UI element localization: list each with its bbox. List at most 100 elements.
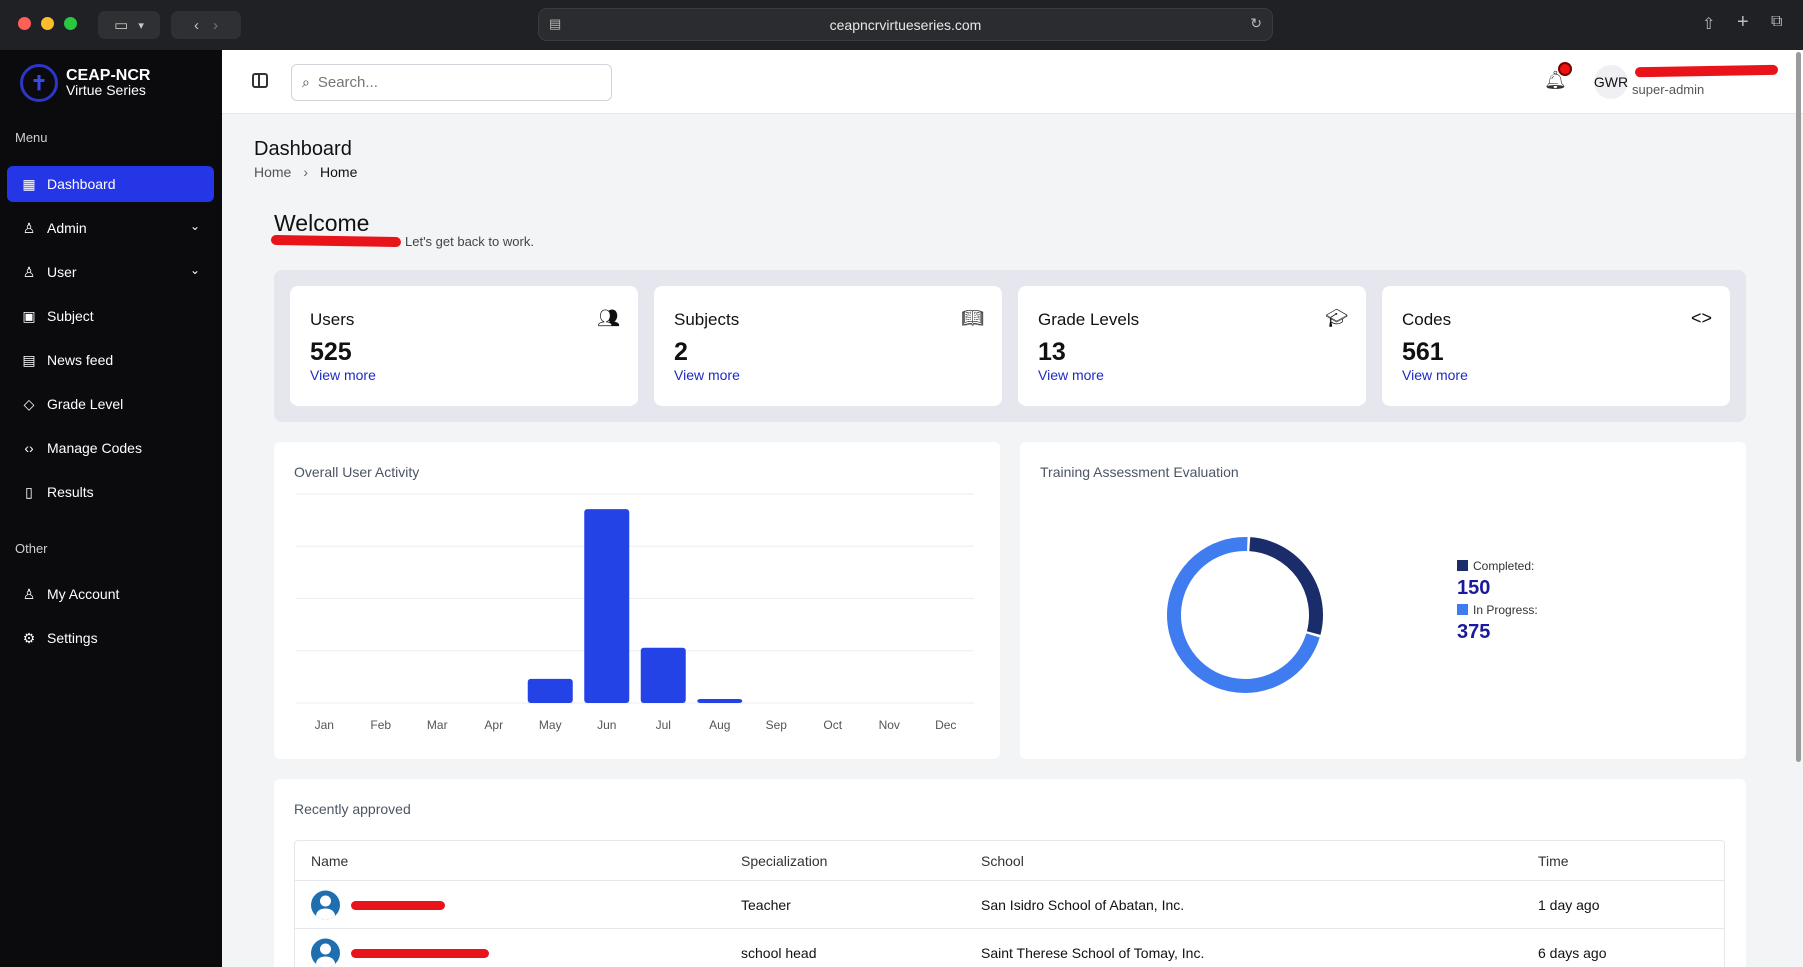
chevron-right-icon: › [303,164,309,180]
chevron-down-icon: ⌄ [189,263,200,277]
donut-slice-in-progress[interactable] [1167,537,1320,693]
dashboard-icon: ▦ [22,175,36,192]
bar-may[interactable] [527,678,573,703]
browser-sidebar-button[interactable]: ▭ ▾ [98,11,160,39]
share-icon[interactable]: ⇧ [1702,16,1716,33]
recent-panel: Recently approved Name Specialization Sc… [274,779,1746,967]
bar-jul[interactable] [640,647,686,703]
name-redacted [351,949,489,958]
forward-icon[interactable]: › [213,16,218,34]
table-row[interactable]: Teacher San Isidro School of Abatan, Inc… [295,881,1724,929]
top-bar: ⌕ 🔔︎ GWR super-admin [222,50,1803,114]
sidebar-item-my-account[interactable]: ♙ My Account [7,576,214,612]
panel-title: Overall User Activity [294,464,420,480]
sidebar-item-dashboard[interactable]: ▦ Dashboard [7,166,214,202]
panel-title: Training Assessment Evaluation [1040,464,1239,480]
legend-swatch [1457,604,1468,615]
other-section-label: Other [15,541,48,556]
bar-jun[interactable] [584,509,630,703]
page-settings-icon[interactable]: ▤ [549,16,562,31]
gear-icon: ⚙ [22,629,36,646]
address-bar[interactable]: ▤ ceapncrvirtueseries.com ↻ [538,8,1273,41]
x-tick-label: Mar [427,718,448,732]
row-specialization: Teacher [741,896,791,913]
column-header-name: Name [311,852,349,869]
sidebar-item-label: News feed [47,352,114,368]
reload-icon[interactable]: ↻ [1250,15,1262,31]
view-more-link[interactable]: View more [1402,367,1468,383]
view-more-link[interactable]: View more [1038,367,1104,383]
search-box[interactable]: ⌕ [291,64,612,101]
legend-value: 375 [1457,621,1490,643]
sidebar-item-manage-codes[interactable]: ‹› Manage Codes [7,430,214,466]
newspaper-icon: ▤ [22,351,36,368]
column-header-specialization: Specialization [741,852,828,869]
users-icon: 👥︎ [597,308,620,328]
x-tick-label: Feb [370,718,391,732]
sidebar-item-subject[interactable]: ▣ Subject [7,298,214,334]
breadcrumb-current: Home [320,164,358,180]
sidebar-item-admin[interactable]: ♙ Admin ⌄ [7,210,214,246]
chevron-down-icon: ⌄ [189,219,200,233]
sidebar-icon: ▭ [114,17,129,34]
row-specialization: school head [741,944,817,961]
new-tab-icon[interactable]: + [1737,11,1749,33]
back-icon[interactable]: ‹ [194,16,199,34]
user-name-redacted [1634,64,1779,78]
stat-label: Users [310,310,355,329]
sidebar-item-label: Manage Codes [47,440,142,456]
sidebar-item-user[interactable]: ♙ User ⌄ [7,254,214,290]
name-redacted [351,901,445,910]
sidebar-toggle-icon[interactable] [252,73,268,88]
brand-subtitle: Virtue Series [66,82,146,98]
search-icon: ⌕ [302,74,310,90]
sidebar-item-news-feed[interactable]: ▤ News feed [7,342,214,378]
avatar[interactable]: GWR [1594,65,1628,99]
close-window-button[interactable] [18,17,31,30]
x-tick-label: Jun [597,718,616,732]
x-tick-label: Nov [879,718,900,732]
breadcrumb-home[interactable]: Home [254,164,292,180]
stat-card-subjects: Subjects 2 View more 📖︎ [654,286,1002,406]
zoom-window-button[interactable] [64,17,77,30]
view-more-link[interactable]: View more [674,367,740,383]
table-row[interactable]: school head Saint Therese School of Toma… [295,929,1724,967]
sidebar-item-label: Dashboard [47,176,116,192]
user-icon: ♙ [22,585,36,602]
scrollbar[interactable] [1796,52,1801,762]
activity-bar-chart: Jan Feb Mar Apr May Jun Jul Aug Sep Oct Nov Dec [296,493,974,732]
view-more-link[interactable]: View more [310,367,376,383]
minimize-window-button[interactable] [41,17,54,30]
activity-panel: Overall User Activity Jan Feb Mar Apr May Jun… [274,442,1000,759]
graduation-cap-icon: 🎓︎ [1325,308,1348,328]
recent-table: Name Specialization School Time Teacher … [294,840,1725,967]
sidebar-item-label: Results [47,484,94,500]
bar-aug[interactable] [697,698,743,703]
x-tick-label: Aug [709,718,730,732]
column-header-time: Time [1538,852,1569,869]
sidebar-item-results[interactable]: ▯ Results [7,474,214,510]
book-icon: ▣ [22,307,36,324]
stat-value: 561 [1402,338,1444,366]
user-icon: ♙ [22,219,36,236]
brand[interactable]: ✝ CEAP-NCR Virtue Series [20,64,150,102]
donut-slice-completed[interactable] [1249,537,1323,635]
sidebar-item-settings[interactable]: ⚙ Settings [7,620,214,656]
user-role: super-admin [1632,82,1705,97]
brand-title: CEAP-NCR [66,67,151,84]
sidebar-item-grade-level[interactable]: ◇ Grade Level [7,386,214,422]
page-title: Dashboard [254,138,352,160]
x-tick-label: Jul [656,718,671,732]
search-input[interactable] [317,74,588,91]
tab-overview-icon[interactable]: ⧉ [1771,13,1783,30]
welcome-heading: Welcome [274,210,370,236]
sidebar-item-label: My Account [47,586,120,602]
legend-label: Completed: [1473,559,1534,573]
stat-value: 525 [310,338,352,366]
stat-label: Codes [1402,310,1452,329]
legend-value: 150 [1457,577,1490,599]
graduation-cap-icon: ◇ [23,395,35,412]
evaluation-donut-chart: Completed: 150 In Progress: 375 [1167,537,1538,693]
stat-value: 2 [674,338,688,366]
